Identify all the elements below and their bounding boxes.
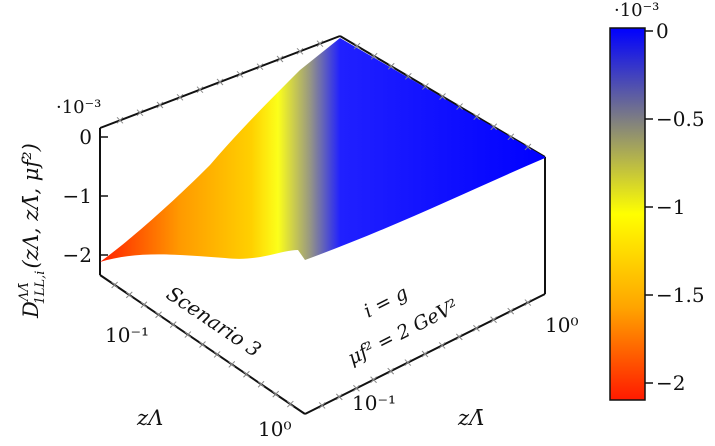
- axis-tick-mark-12: [287, 400, 294, 408]
- axis-tick-mark-3: [155, 311, 162, 319]
- axis-tick-mark-29: [176, 93, 184, 101]
- axis-tick-mark-31: [216, 78, 224, 86]
- axis-tick-mark-40: [404, 72, 412, 80]
- axis-tick-mark-41: [422, 83, 429, 90]
- axis-tick-mark-9: [243, 370, 250, 378]
- axis-tick-mark-39: [387, 62, 395, 70]
- axis-tick-mark-42: [439, 93, 446, 100]
- axis-tick-mark-11: [272, 390, 280, 398]
- axis-tick-mark-16: [370, 376, 377, 384]
- axis-tick-mark-8: [228, 361, 236, 368]
- axis-tick-mark-2: [140, 301, 148, 309]
- axis-tick-mark-28: [156, 101, 164, 109]
- axis-tick-mark-20: [438, 342, 446, 349]
- axis-tick-mark-15: [353, 384, 360, 392]
- axis-tick-mark-21: [455, 333, 463, 341]
- x-axis-label: zΛ: [136, 406, 163, 430]
- colorbar-ticks: 0 −0.5 −1 −1.5 −2: [645, 19, 705, 395]
- axis-tick-mark-27: [136, 109, 144, 117]
- colorbar-tick-label-1: −0.5: [656, 107, 705, 131]
- axis-tick-mark-46: [507, 133, 515, 141]
- y-axis-label: zΛ̄: [457, 406, 484, 430]
- x-tick-label-1: 10⁰: [258, 417, 291, 441]
- axis-tick-mark-10: [257, 380, 265, 388]
- axis-tick-mark-0: [111, 281, 118, 289]
- axis-tick-mark-17: [387, 367, 395, 375]
- axis-tick-mark-18: [404, 359, 412, 366]
- colorbar-tick-label-2: −1: [656, 195, 685, 219]
- axis-tick-mark-45: [490, 123, 498, 131]
- scenario-annotation: Scenario 3: [162, 281, 265, 362]
- axis-tick-marks: [111, 40, 532, 409]
- axis-tick-mark-36: [316, 40, 324, 48]
- axis-tick-mark-44: [473, 113, 481, 121]
- parton-annotation: i = g: [360, 282, 411, 323]
- axis-tick-mark-35: [296, 47, 304, 55]
- axis-tick-mark-38: [370, 52, 378, 60]
- axis-tick-mark-26: [116, 116, 124, 124]
- axis-tick-mark-25: [524, 299, 532, 306]
- z-tick-label-1: −1: [63, 184, 92, 208]
- x-tick-label-0: 10⁻¹: [105, 323, 149, 347]
- axis-tick-mark-14: [335, 393, 343, 401]
- axis-tick-mark-32: [236, 70, 244, 78]
- z-axis-label: DΛΛ̄1LL,i(zΛ, zΛ̄, μf²): [17, 143, 48, 319]
- axis-tick-mark-6: [199, 341, 206, 348]
- axis-tick-mark-1: [125, 291, 133, 299]
- axis-tick-mark-30: [196, 86, 204, 94]
- axis-tick-mark-34: [276, 55, 284, 63]
- axis-tick-mark-19: [421, 350, 429, 358]
- axis-tick-mark-7: [213, 351, 221, 358]
- axis-tick-mark-4: [169, 321, 177, 328]
- z-tick-label-0: 0: [79, 125, 92, 149]
- axis-tick-mark-33: [256, 63, 264, 71]
- colorbar-tick-label-4: −2: [656, 371, 685, 395]
- colorbar: [609, 27, 646, 401]
- axis-tick-mark-13: [318, 402, 326, 409]
- colorbar-tick-label-3: −1.5: [656, 283, 705, 307]
- axis-tick-mark-43: [456, 103, 463, 110]
- axis-tick-mark-37: [353, 42, 361, 50]
- colorbar-tick-label-0: 0: [656, 19, 669, 43]
- y-tick-label-0: 10⁻¹: [352, 391, 396, 415]
- axis-tick-mark-23: [490, 316, 497, 324]
- axis-tick-mark-47: [524, 143, 532, 151]
- colorbar-scale-label: ·10⁻³: [614, 0, 659, 21]
- z-axis: 0 −1 −2: [63, 125, 108, 267]
- z-scale-label: ·10⁻³: [56, 97, 101, 118]
- surface: [100, 38, 545, 262]
- axis-tick-mark-5: [184, 331, 192, 338]
- axis-tick-mark-24: [507, 307, 515, 315]
- z-tick-label-2: −2: [63, 243, 92, 267]
- axis-tick-mark-22: [473, 324, 480, 332]
- y-tick-label-1: 10⁰: [545, 313, 578, 337]
